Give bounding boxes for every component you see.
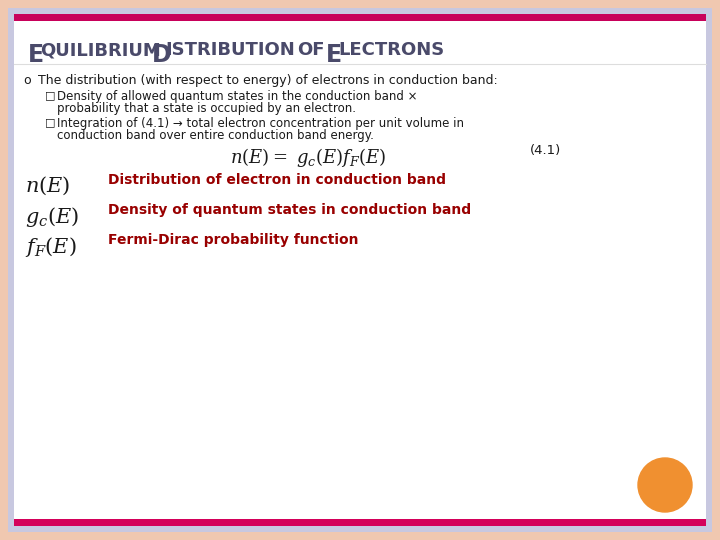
Text: E: E <box>28 43 44 67</box>
Text: Integration of (4.1) → total electron concentration per unit volume in: Integration of (4.1) → total electron co… <box>57 117 464 130</box>
Text: o: o <box>23 74 31 87</box>
Text: conduction band over entire conduction band energy.: conduction band over entire conduction b… <box>57 129 374 142</box>
Circle shape <box>638 458 692 512</box>
Text: The distribution (with respect to energy) of electrons in conduction band:: The distribution (with respect to energy… <box>38 74 498 87</box>
Text: $n(E)$: $n(E)$ <box>25 175 71 198</box>
Text: probability that a state is occupied by an electron.: probability that a state is occupied by … <box>57 102 356 115</box>
Text: Density of quantum states in conduction band: Density of quantum states in conduction … <box>108 203 471 217</box>
Text: Distribution of electron in conduction band: Distribution of electron in conduction b… <box>108 173 446 187</box>
Text: $f_F(E)$: $f_F(E)$ <box>25 235 76 259</box>
Text: QUILIBRIUM: QUILIBRIUM <box>40 41 161 59</box>
Text: ISTRIBUTION: ISTRIBUTION <box>165 41 294 59</box>
Text: $n(E) = \ g_c(E)f_{F}(E)$: $n(E) = \ g_c(E)f_{F}(E)$ <box>230 146 387 169</box>
Text: (4.1): (4.1) <box>530 144 562 157</box>
Text: □: □ <box>45 117 55 127</box>
Text: E: E <box>326 43 342 67</box>
Bar <box>14 14 706 21</box>
Text: Fermi-Dirac probability function: Fermi-Dirac probability function <box>108 233 359 247</box>
Bar <box>14 519 706 526</box>
Text: Density of allowed quantum states in the conduction band ×: Density of allowed quantum states in the… <box>57 90 418 103</box>
Text: LECTRONS: LECTRONS <box>338 41 444 59</box>
Text: □: □ <box>45 90 55 100</box>
Text: D: D <box>152 43 171 67</box>
Text: OF: OF <box>297 41 325 59</box>
Text: $g_c(E)$: $g_c(E)$ <box>25 205 79 229</box>
